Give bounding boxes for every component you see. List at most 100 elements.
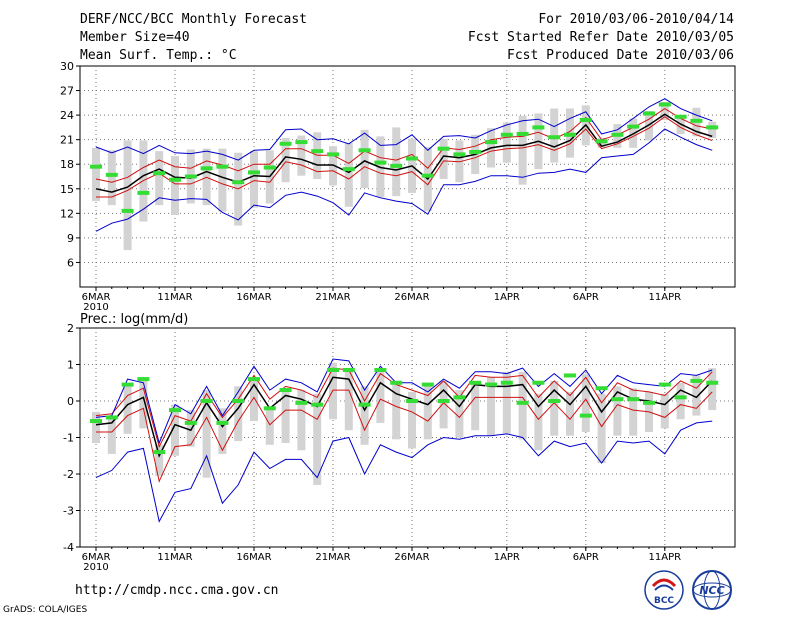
forecast-marker (169, 408, 181, 413)
range-box (408, 391, 416, 449)
range-box (439, 380, 448, 429)
x-tick-label: 6MAR (82, 552, 111, 563)
forecast-marker (232, 180, 245, 185)
range-box (439, 138, 448, 179)
ncc-logo: NCC (692, 570, 732, 610)
forecast-marker (611, 132, 624, 137)
y-tick-label: 9 (67, 232, 74, 245)
forecast-marker (121, 208, 134, 213)
range-box (581, 373, 590, 433)
forecast-marker (516, 131, 529, 136)
range-box (344, 369, 353, 431)
forecast-marker (421, 173, 434, 178)
forecast-marker (406, 399, 418, 403)
forecast-marker (390, 163, 403, 168)
x-tick-label: 16MAR (236, 292, 271, 303)
range-box (518, 371, 527, 440)
range-box (502, 371, 511, 434)
forecast-marker (232, 399, 245, 403)
forecast-marker (121, 382, 134, 387)
forecast-marker (485, 382, 497, 387)
forecast-marker (674, 114, 687, 119)
range-box (597, 393, 606, 464)
x-tick-sublabel: 2010 (83, 562, 108, 573)
forecast-marker (627, 397, 640, 402)
forecast-marker (216, 164, 229, 169)
forecast-marker (342, 367, 355, 372)
forecast-marker (564, 373, 576, 378)
range-box (155, 151, 164, 206)
series-line-ensemble-mean (95, 113, 713, 193)
range-box (502, 122, 511, 163)
forecast-marker (500, 380, 513, 385)
range-box (455, 390, 464, 438)
x-tick-label: 11APR (649, 552, 682, 563)
y-tick-label: -1 (63, 432, 74, 445)
forecast-marker (674, 395, 687, 400)
x-tick-label: 1APR (494, 552, 520, 563)
forecast-marker (295, 140, 308, 145)
forecast-marker (311, 149, 324, 154)
range-box (281, 138, 290, 183)
range-box (171, 156, 179, 215)
forecast-marker (579, 118, 592, 123)
forecast-marker (595, 386, 608, 391)
y-tick-label: 24 (60, 109, 74, 122)
x-tick-label: 16MAR (236, 552, 271, 563)
range-box (550, 380, 559, 436)
forecast-marker (200, 399, 213, 403)
range-box (107, 150, 116, 206)
x-tick-sublabel: 2010 (83, 302, 108, 313)
forecast-marker (643, 111, 655, 116)
range-box (360, 386, 369, 445)
forecast-marker (311, 402, 324, 407)
range-box (297, 135, 306, 176)
forecast-marker (327, 152, 339, 157)
forecast-marker (200, 166, 213, 171)
y-tick-label: -3 (63, 505, 74, 518)
x-tick-label: 21MAR (315, 552, 350, 563)
forecast-marker (358, 148, 371, 153)
forecast-marker (437, 146, 450, 151)
range-box (629, 388, 638, 436)
range-box (234, 386, 243, 442)
source-url[interactable]: http://cmdp.ncc.cma.gov.cn (75, 583, 279, 598)
y-tick-label: 0 (67, 395, 74, 408)
series-line-ensemble-min (95, 420, 713, 523)
forecast-marker (184, 174, 197, 179)
series-line-ensemble-mean (95, 376, 713, 458)
range-box (139, 379, 148, 429)
forecast-marker (532, 380, 545, 385)
range-box (155, 444, 164, 476)
series-line-ensemble-max (95, 98, 713, 161)
ncc-logo-text: NCC (699, 584, 724, 597)
forecast-marker (263, 165, 276, 170)
x-tick-label: 26MAR (394, 552, 429, 563)
range-box (297, 390, 306, 451)
forecast-marker (690, 378, 703, 383)
range-box (392, 380, 401, 440)
y-tick-label: 1 (67, 359, 74, 372)
forecast-marker (453, 152, 466, 157)
forecast-marker (611, 397, 624, 402)
forecast-marker (643, 400, 655, 405)
range-box (218, 148, 227, 212)
forecast-marker (263, 406, 276, 411)
forecast-marker (137, 190, 150, 195)
forecast-marker (500, 132, 513, 137)
y-tick-label: -2 (63, 468, 74, 481)
y-tick-label: 21 (60, 134, 74, 147)
range-box (123, 382, 132, 434)
forecast-marker (374, 367, 387, 372)
forecast-marker (532, 125, 545, 130)
range-box (92, 411, 100, 443)
forecast-marker (390, 380, 403, 385)
forecast-marker (564, 132, 576, 137)
y-tick-label: 27 (60, 85, 74, 98)
forecast-marker (516, 400, 529, 405)
range-box (281, 388, 290, 443)
range-box (471, 382, 480, 431)
forecast-marker (90, 419, 102, 424)
range-box (344, 142, 353, 207)
